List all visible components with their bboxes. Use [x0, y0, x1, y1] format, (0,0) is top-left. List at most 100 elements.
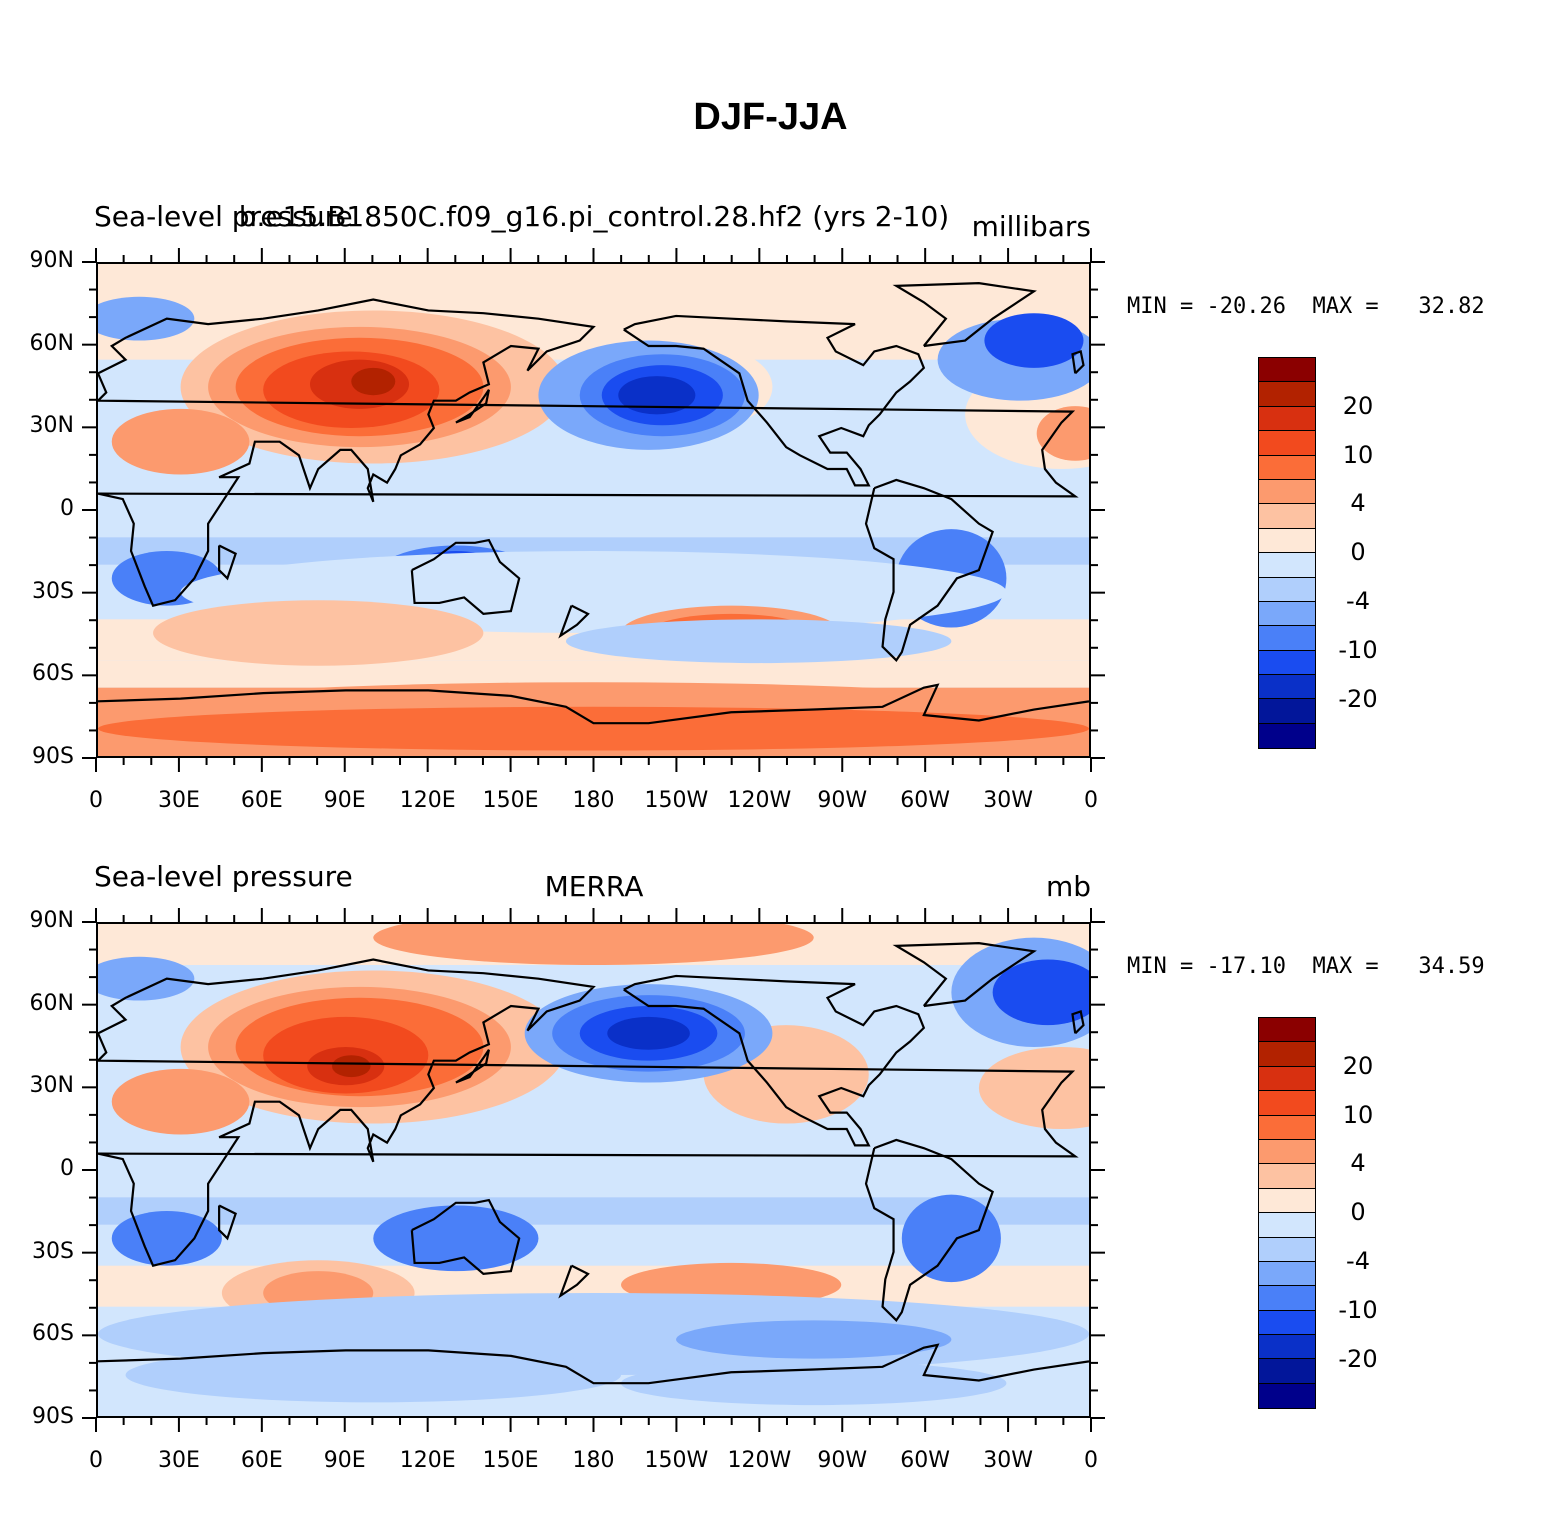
x-tick-label: 150E [482, 1448, 539, 1473]
colorbar-box [1259, 699, 1315, 724]
anomaly-region [153, 600, 484, 666]
max-label: MAX = 34.59 [1312, 954, 1485, 979]
colorbar-box [1259, 1310, 1315, 1336]
colorbar-box [1259, 626, 1315, 651]
min-max-readout: MIN = -20.26 MAX = 32.82 [1127, 294, 1485, 319]
panel-center-title: MERRA [544, 870, 644, 903]
colorbar-box [1259, 479, 1315, 505]
colorbar-box [1259, 1139, 1315, 1165]
colorbar-label: -20 [1338, 1344, 1378, 1373]
coastline [98, 958, 1079, 1267]
x-tick-label: 0 [89, 1448, 103, 1473]
x-tick-label: 30E [157, 788, 200, 813]
y-tick-label: 60S [32, 1321, 74, 1347]
anomaly-region [676, 1320, 952, 1359]
x-tick-label: 60W [900, 1448, 951, 1473]
x-tick-label: 30W [983, 788, 1033, 813]
min-label: MIN = -17.10 [1127, 954, 1286, 979]
anomaly-region [978, 1047, 1089, 1129]
x-tick-label: 150W [644, 1448, 709, 1473]
contour-map [96, 922, 1091, 1418]
colorbar-box [1259, 1335, 1315, 1360]
contour-map [96, 262, 1091, 758]
coastline [410, 1198, 521, 1276]
x-tick-label: 90E [323, 788, 366, 813]
anomaly-region [125, 1347, 622, 1403]
colorbar-box [1259, 431, 1315, 456]
max-label: MAX = 32.82 [1312, 294, 1485, 319]
colorbar-label: 4 [1350, 1149, 1366, 1178]
anomaly-region [901, 1194, 1001, 1283]
y-tick-label: 60N [29, 330, 74, 356]
axes-ticks [82, 248, 1105, 772]
y-tick-label: 90N [29, 248, 74, 273]
coastline [455, 389, 490, 424]
colorbar [1258, 1017, 1316, 1410]
colorbar-label: -20 [1338, 684, 1378, 713]
anomaly-region [607, 1016, 690, 1050]
y-tick-label: 30S [32, 1238, 74, 1264]
colorbar-label: 20 [1342, 391, 1374, 420]
colorbar-box [1259, 601, 1315, 627]
anomaly-region [618, 376, 696, 415]
colorbar-box [1259, 1359, 1315, 1384]
colorbar-box [1259, 1237, 1315, 1262]
colorbar-label: 20 [1342, 1051, 1374, 1080]
colorbar-box [1259, 528, 1315, 554]
anomaly-region [351, 367, 396, 396]
anomaly-region [111, 408, 250, 475]
x-tick-label: 120W [727, 1448, 792, 1473]
x-tick-label: 60E [240, 1448, 283, 1473]
x-tick-label: 90E [323, 1448, 366, 1473]
panel-merra: Sea-level pressure MERRA mb MIN = -17.10… [0, 850, 1541, 1510]
coastline [623, 974, 926, 1147]
colorbar-box [1259, 504, 1315, 529]
anomaly-region [98, 706, 1089, 751]
colorbar-box [1259, 1286, 1315, 1311]
colorbar-box [1259, 1115, 1315, 1140]
coastline [892, 282, 1037, 348]
anomaly-region [984, 313, 1084, 368]
x-tick-label: 0 [1084, 1448, 1098, 1473]
axes-ticks [82, 908, 1105, 1432]
coastline [623, 314, 926, 487]
colorbar-label: 10 [1342, 440, 1374, 469]
figure-title: DJF-JJA [693, 96, 848, 138]
colorbar-box [1259, 406, 1315, 432]
coastline [1071, 350, 1085, 375]
panel-left-title: Sea-level pressure [94, 860, 353, 893]
min-max-readout: MIN = -17.10 MAX = 34.59 [1127, 954, 1485, 979]
x-tick-label: 90W [817, 1448, 868, 1473]
anomaly-region [565, 619, 952, 664]
colorbar-box [1259, 1213, 1315, 1238]
coastline [864, 478, 994, 663]
colorbar-box [1259, 382, 1315, 407]
anomaly-region [1036, 406, 1089, 461]
anomaly-region [373, 924, 814, 965]
colorbar-box [1259, 650, 1315, 676]
y-tick-label: 30S [32, 578, 74, 604]
coastline [98, 683, 1089, 725]
min-label: MIN = -20.26 [1127, 294, 1286, 319]
x-tick-label: 30E [157, 1448, 200, 1473]
x-tick-label: 180 [572, 788, 615, 813]
coastline [455, 1049, 490, 1084]
anomaly-region [111, 1211, 222, 1266]
panel-units: mb [1045, 870, 1091, 903]
y-tick-label: 30N [29, 1073, 74, 1099]
anomaly-region [98, 956, 195, 1001]
y-tick-label: 30N [29, 413, 74, 439]
x-tick-label: 30W [983, 1448, 1033, 1473]
y-tick-label: 60S [32, 661, 74, 687]
colorbar-box [1259, 1188, 1315, 1214]
colorbar-box [1259, 1261, 1315, 1287]
panel-units: millibars [971, 210, 1091, 243]
colorbar [1258, 357, 1316, 750]
x-tick-label: 60E [240, 788, 283, 813]
colorbar-box [1259, 1164, 1315, 1189]
y-tick-label: 0 [60, 1156, 74, 1181]
coastline [218, 1204, 237, 1241]
colorbar-box [1259, 358, 1315, 383]
colorbar-boxes [1258, 1017, 1316, 1410]
colorbar-label: -4 [1346, 1247, 1370, 1275]
